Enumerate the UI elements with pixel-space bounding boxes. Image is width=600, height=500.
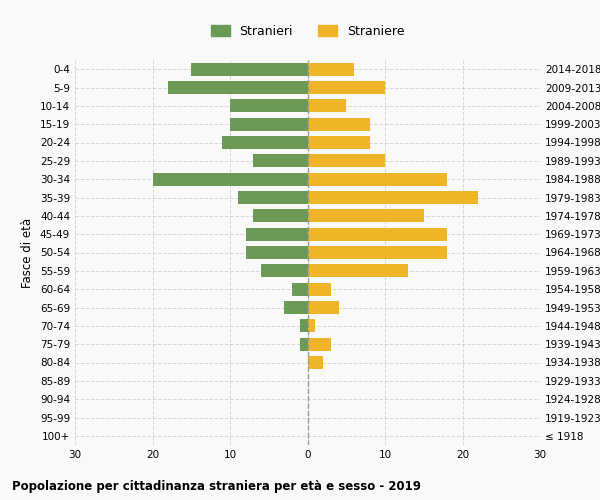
Bar <box>238 191 308 204</box>
Bar <box>222 136 308 149</box>
Bar <box>308 210 424 222</box>
Bar <box>308 320 315 332</box>
Bar <box>308 81 385 94</box>
Text: Popolazione per cittadinanza straniera per età e sesso - 2019: Popolazione per cittadinanza straniera p… <box>12 480 421 493</box>
Bar <box>308 100 346 112</box>
Bar <box>308 283 331 296</box>
Bar <box>300 338 308 350</box>
Bar <box>230 100 308 112</box>
Bar <box>308 356 323 369</box>
Bar <box>230 118 308 130</box>
Bar <box>308 136 370 149</box>
Bar <box>191 63 308 76</box>
Bar <box>308 228 447 240</box>
Bar <box>308 154 385 167</box>
Bar <box>253 210 308 222</box>
Legend: Stranieri, Straniere: Stranieri, Straniere <box>206 20 409 43</box>
Bar <box>261 264 308 277</box>
Bar <box>308 301 338 314</box>
Bar <box>152 173 308 186</box>
Bar <box>308 191 478 204</box>
Bar <box>308 118 370 130</box>
Bar <box>300 320 308 332</box>
Bar <box>308 338 331 350</box>
Bar <box>284 301 308 314</box>
Y-axis label: Fasce di età: Fasce di età <box>22 218 34 288</box>
Bar <box>168 81 308 94</box>
Bar <box>245 228 308 240</box>
Bar <box>245 246 308 259</box>
Bar <box>308 264 408 277</box>
Bar <box>308 173 447 186</box>
Bar <box>253 154 308 167</box>
Bar <box>292 283 308 296</box>
Bar <box>308 246 447 259</box>
Bar <box>308 63 354 76</box>
